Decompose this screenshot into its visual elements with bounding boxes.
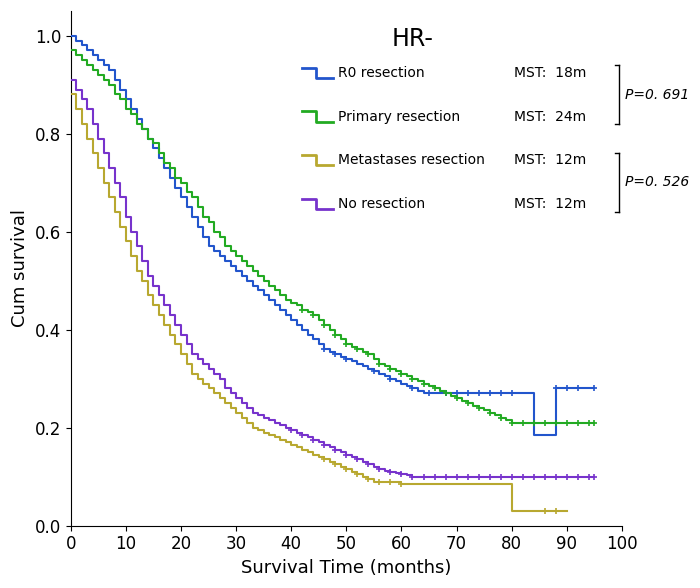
Text: Metastases resection: Metastases resection (338, 153, 485, 168)
Text: MST:  18m: MST: 18m (514, 66, 587, 80)
Text: Primary resection: Primary resection (338, 109, 460, 123)
Text: MST:  12m: MST: 12m (514, 197, 587, 211)
Y-axis label: Cum survival: Cum survival (11, 209, 29, 328)
Text: R0 resection: R0 resection (338, 66, 425, 80)
Text: No resection: No resection (338, 197, 425, 211)
X-axis label: Survival Time (months): Survival Time (months) (241, 559, 452, 577)
Text: P=0. 691: P=0. 691 (624, 88, 689, 102)
Text: P=0. 526: P=0. 526 (624, 175, 689, 189)
Text: HR-: HR- (391, 26, 433, 51)
Text: MST:  24m: MST: 24m (514, 109, 587, 123)
Text: MST:  12m: MST: 12m (514, 153, 587, 168)
